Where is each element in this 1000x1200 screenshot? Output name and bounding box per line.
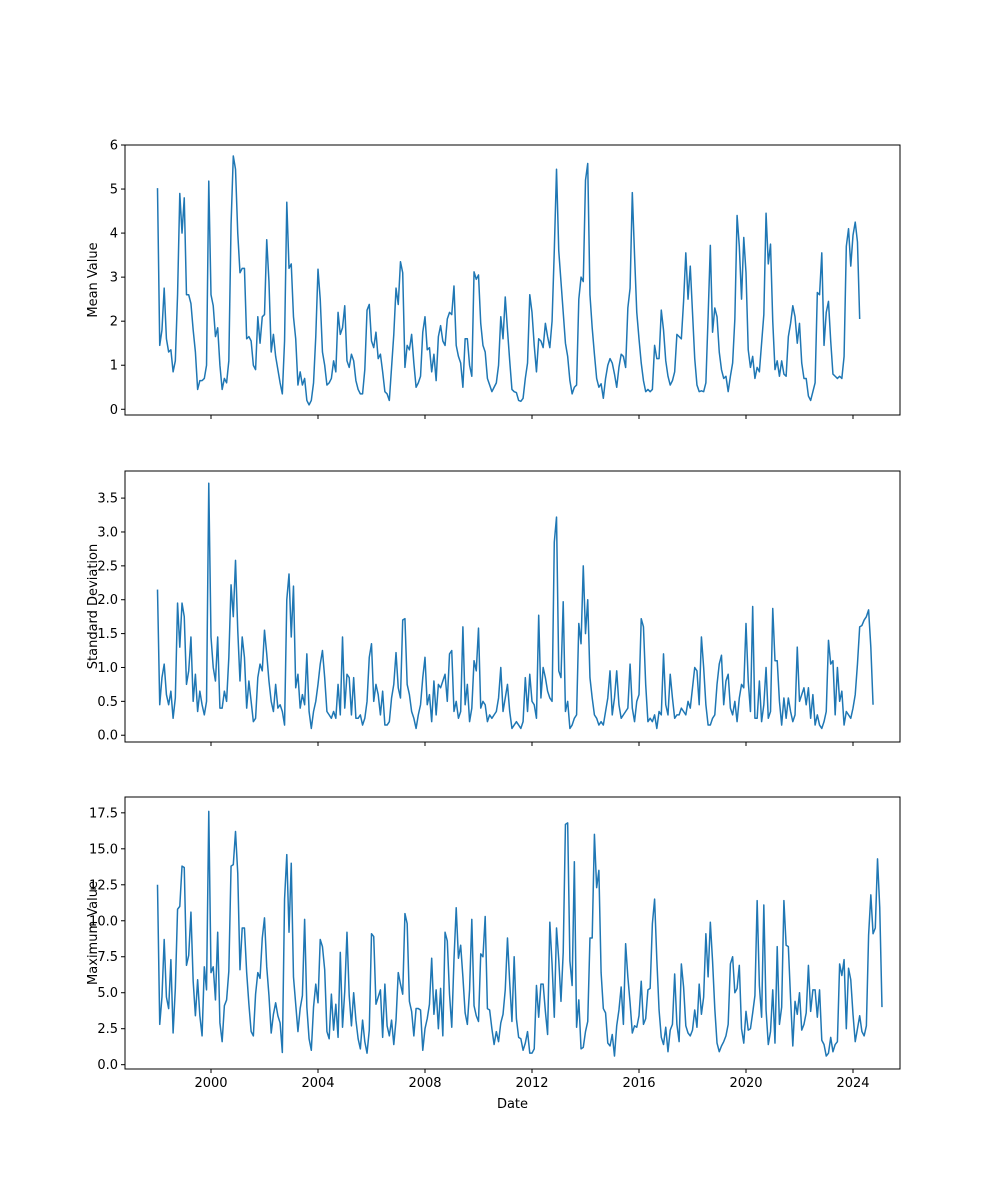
y-tick-label: 4 — [110, 227, 118, 242]
y-tick-label: 15.0 — [89, 842, 118, 857]
x-tick-label: 2020 — [729, 1076, 762, 1091]
series-line — [156, 482, 874, 730]
subplot-2: 0.0 0.5 1.0 1.5 2.0 2.5 3.0 3.5 Standard Deviati… — [86, 470, 901, 746]
y-tick-label: 5.0 — [97, 986, 118, 1001]
y-tick-label: 2.5 — [97, 559, 118, 574]
axes-frame — [124, 144, 901, 416]
x-tick-label: 2016 — [622, 1076, 655, 1091]
x-tick-label: 2008 — [408, 1076, 441, 1091]
y-tick-label: 3 — [110, 271, 118, 286]
y-axis-label: Standard Deviation — [86, 544, 101, 669]
y-tick-label: 2 — [110, 315, 118, 330]
x-tick-label: 2000 — [194, 1076, 227, 1091]
axes-frame — [124, 796, 901, 1070]
y-tick-label: 0.0 — [97, 1058, 118, 1073]
y-tick-label: 7.5 — [97, 950, 118, 965]
subplot-3: 0.0 2.5 5.0 7.5 10.0 12.5 15.0 17.5 2000 2004 2008… — [86, 796, 901, 1112]
y-tick-label: 3.0 — [97, 525, 118, 540]
series-line — [156, 810, 883, 1057]
y-tick-label: 1.5 — [97, 627, 118, 642]
y-tick-label: 10.0 — [89, 914, 118, 929]
y-axis-label: Mean Value — [86, 242, 101, 317]
y-tick-label: 0 — [110, 403, 118, 418]
y-tick-label: 3.5 — [97, 492, 118, 507]
x-tick-label: 2004 — [301, 1076, 334, 1091]
axes-frame — [124, 470, 901, 743]
subplot-1: 0 1 2 3 4 5 6 Mean Value — [86, 139, 901, 419]
y-tick-label: 2.5 — [97, 1022, 118, 1037]
x-tick-label: 2024 — [836, 1076, 869, 1091]
y-tick-label: 0.5 — [97, 695, 118, 710]
y-tick-label: 1.0 — [97, 661, 118, 676]
y-tick-label: 2.0 — [97, 593, 118, 608]
y-axis-label: Maximum Value — [86, 881, 101, 985]
series-line — [156, 155, 861, 406]
y-tick-label: 6 — [110, 139, 118, 154]
y-tick-label: 17.5 — [89, 806, 118, 821]
y-tick-label: 5 — [110, 183, 118, 198]
x-axis-label: Date — [497, 1097, 528, 1112]
y-tick-label: 0.0 — [97, 729, 118, 744]
y-tick-label: 12.5 — [89, 878, 118, 893]
y-tick-label: 1 — [110, 359, 118, 374]
x-tick-label: 2012 — [515, 1076, 548, 1091]
